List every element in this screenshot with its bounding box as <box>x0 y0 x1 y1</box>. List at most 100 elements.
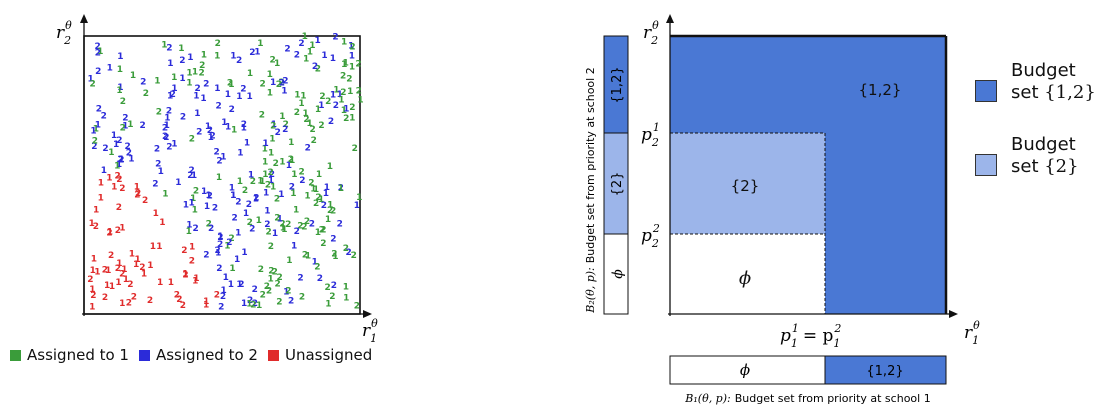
scatter-point: 1 <box>203 301 209 311</box>
scatter-point: 1 <box>128 154 134 164</box>
scatter-point: 2 <box>166 106 172 116</box>
scatter-point: 2 <box>117 155 123 165</box>
scatter-point: 2 <box>343 244 349 254</box>
scatter-point: 1 <box>159 218 165 228</box>
scatter-point: 2 <box>309 219 315 229</box>
scatter-point: 2 <box>329 292 335 302</box>
scatter-point: 1 <box>167 92 173 102</box>
scatter-point: 2 <box>235 198 241 208</box>
scatter-point: 2 <box>346 74 352 84</box>
scatter-point: 2 <box>229 105 235 115</box>
scatter-point: 2 <box>320 239 326 249</box>
scatter-point: 1 <box>141 270 147 280</box>
scatter-point: 1 <box>93 205 99 215</box>
scatter-point: 2 <box>288 297 294 307</box>
scatter-point: 2 <box>313 199 319 209</box>
scatter-point: 1 <box>270 183 276 193</box>
scatter-point: 1 <box>109 282 115 292</box>
scatter-point: 1 <box>283 288 289 298</box>
scatter-point: 2 <box>276 80 282 90</box>
scatter-point: 1 <box>324 183 330 193</box>
scatter-point: 1 <box>263 139 269 149</box>
scatter-point: 2 <box>274 194 280 204</box>
scatter-point: 1 <box>262 170 268 180</box>
scatter-point: 1 <box>327 200 333 210</box>
scatter-point: 2 <box>299 176 305 186</box>
scatter-point: 1 <box>178 44 184 54</box>
scatter-point: 1 <box>117 83 123 93</box>
scatter-point: 1 <box>291 242 297 252</box>
scatter-point: 1 <box>193 91 199 101</box>
scatter-point: 1 <box>312 257 318 267</box>
scatter-point: 2 <box>189 135 195 145</box>
legend-item-budget-set-2: Budget set {2} <box>975 134 1096 178</box>
scatter-point: 2 <box>125 142 131 152</box>
scatter-point: 2 <box>216 264 222 274</box>
scatter-point: 1 <box>117 65 123 75</box>
scatter-point: 1 <box>257 39 263 49</box>
scatter-point: 2 <box>319 225 325 235</box>
scatter-point: 1 <box>89 219 95 229</box>
scatter-point: 2 <box>317 274 323 284</box>
side-bar-caption: B₂(θ, p):Budget set from priority at sch… <box>584 67 597 313</box>
scatter-point: 1 <box>190 194 196 204</box>
scatter-point: 2 <box>277 273 283 283</box>
scatter-point: 2 <box>96 105 102 115</box>
side-bar-set-12 <box>603 35 629 134</box>
scatter-point: 1 <box>230 52 236 62</box>
scatter-point: 2 <box>249 48 255 58</box>
assignment-legend: Assigned to 1 Assigned to 2 Unassigned <box>10 346 372 364</box>
scatter-point: 1 <box>298 99 304 109</box>
scatter-point: 1 <box>90 126 96 136</box>
scatter-point: 1 <box>108 148 114 158</box>
scatter-point: 1 <box>221 118 227 128</box>
scatter-point: 2 <box>327 206 333 216</box>
scatter-point: 2 <box>354 301 360 311</box>
scatter-point: 1 <box>171 84 177 94</box>
scatter-point: 1 <box>325 215 331 225</box>
scatter-point: 2 <box>127 280 133 290</box>
scatter-point: 2 <box>278 78 284 88</box>
scatter-point: 2 <box>215 39 221 49</box>
scatter-point: 2 <box>253 194 259 204</box>
legend-swatch-set-2 <box>975 154 997 176</box>
scatter-point: 2 <box>294 227 300 237</box>
scatter-point: 1 <box>229 184 235 194</box>
scatter-point: 1 <box>303 54 309 64</box>
scatter-point: 1 <box>162 189 168 199</box>
tick-label-p1: p11 = p12 <box>780 322 841 350</box>
scatter-point: 1 <box>259 177 265 187</box>
scatter-point: 1 <box>156 242 162 252</box>
scatter-point: 1 <box>167 59 173 69</box>
scatter-point: 1 <box>164 114 170 124</box>
scatter-point: 1 <box>315 36 321 46</box>
scatter-point: 2 <box>126 299 132 309</box>
scatter-point: 2 <box>299 167 305 177</box>
scatter-point: 1 <box>316 170 322 180</box>
side-bar-label-2: {2} <box>610 172 625 197</box>
scatter-point: 1 <box>98 178 104 188</box>
scatter-point: 2 <box>142 196 148 206</box>
scatter-point: 2 <box>140 121 146 131</box>
scatter-point: 2 <box>270 122 276 132</box>
scatter-point: 1 <box>327 162 333 172</box>
scatter-point: 1 <box>332 252 338 262</box>
scatter-point: 2 <box>318 121 324 131</box>
scatter-point: 1 <box>333 86 339 96</box>
scatter-point: 2 <box>214 290 220 300</box>
scatter-point: 2 <box>299 293 305 303</box>
scatter-point: 1 <box>241 299 247 309</box>
scatter-point: 1 <box>111 131 117 141</box>
scatter-point: 1 <box>214 84 220 94</box>
scatter-point: 2 <box>220 292 226 302</box>
scatter-point: 2 <box>252 299 258 309</box>
scatter-point: 2 <box>315 65 321 75</box>
scatter-point: 1 <box>201 51 207 61</box>
legend-swatch-set-12 <box>975 80 997 102</box>
scatter-point: 1 <box>191 171 197 181</box>
scatter-point: 1 <box>300 92 306 102</box>
scatter-point: 2 <box>332 32 338 42</box>
scatter-point: 1 <box>89 303 95 313</box>
scatter-point: 2 <box>139 263 145 273</box>
